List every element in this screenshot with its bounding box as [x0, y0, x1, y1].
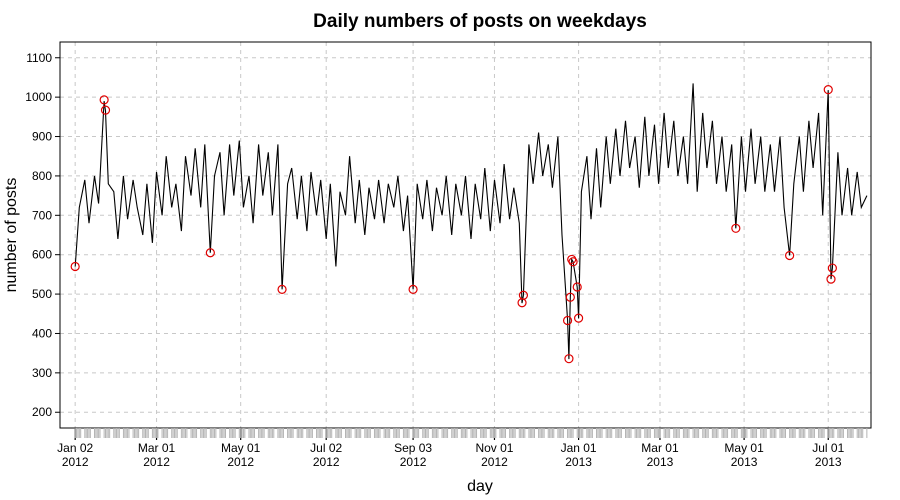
- x-axis-label: day: [467, 478, 493, 495]
- chart-title: Daily numbers of posts on weekdays: [313, 11, 647, 32]
- outlier-point: [573, 313, 584, 323]
- outlier-point: [70, 261, 80, 272]
- plot-frame: [59, 41, 872, 429]
- y-tick-label: 300: [32, 366, 52, 380]
- y-tick-label: 400: [32, 326, 52, 340]
- x-tick-label: 2013: [565, 455, 592, 469]
- x-tick-label: Jan 01: [561, 441, 597, 455]
- x-tick-label: Jan 02: [57, 441, 93, 455]
- y-tick-label: 200: [32, 405, 52, 419]
- grid-lines: [60, 42, 871, 428]
- outlier-point: [518, 290, 529, 300]
- x-tick-label: 2012: [143, 455, 170, 469]
- outlier-point: [562, 315, 573, 326]
- x-tick-label: Mar 01: [138, 441, 176, 455]
- x-tick-label: Nov 01: [475, 441, 513, 455]
- outlier-point: [99, 95, 109, 105]
- y-tick-label: 700: [32, 208, 52, 222]
- x-tick-label: Jul 02: [310, 441, 342, 455]
- y-axis-label: number of posts: [3, 178, 20, 293]
- x-tick-label: 2012: [400, 455, 427, 469]
- series-line: [74, 83, 868, 360]
- y-tick-label: 1000: [25, 90, 52, 104]
- outlier-markers: [70, 85, 837, 364]
- x-tick-label: 2012: [62, 455, 89, 469]
- outlier-point: [565, 292, 575, 302]
- outlier-point: [826, 274, 836, 284]
- x-tick-label: 2012: [481, 455, 508, 469]
- x-tick-label: Jul 01: [812, 441, 844, 455]
- x-rug-ticks: [74, 428, 868, 438]
- y-tick-label: 500: [32, 287, 52, 301]
- outlier-point: [827, 263, 837, 273]
- x-tick-label: Mar 01: [641, 441, 679, 455]
- outlier-point: [205, 248, 215, 258]
- x-tick-label: 2013: [815, 455, 842, 469]
- outlier-point: [568, 257, 578, 267]
- outlier-point: [277, 284, 287, 294]
- y-tick-label: 900: [32, 130, 52, 144]
- outlier-point: [785, 250, 795, 261]
- x-tick-label: May 01: [221, 441, 261, 455]
- y-tick-label: 800: [32, 169, 52, 183]
- x-tick-label: Sep 03: [394, 441, 432, 455]
- x-tick-label: 2013: [731, 455, 758, 469]
- x-tick-label: 2012: [313, 455, 340, 469]
- y-tick-label: 1100: [26, 51, 52, 65]
- y-axis: 200 300 400 500 600 700 800 900 1000 1100: [25, 51, 60, 419]
- outlier-point: [100, 105, 111, 115]
- outlier-point: [572, 282, 582, 292]
- x-tick-label: 2012: [227, 455, 254, 469]
- outlier-point: [567, 254, 577, 265]
- outlier-point: [823, 85, 833, 95]
- outlier-point: [731, 223, 741, 233]
- outlier-point: [564, 354, 574, 364]
- y-tick-label: 600: [32, 248, 52, 262]
- x-tick-label: May 01: [724, 441, 764, 455]
- outlier-point: [408, 284, 418, 294]
- x-tick-label: 2013: [647, 455, 674, 469]
